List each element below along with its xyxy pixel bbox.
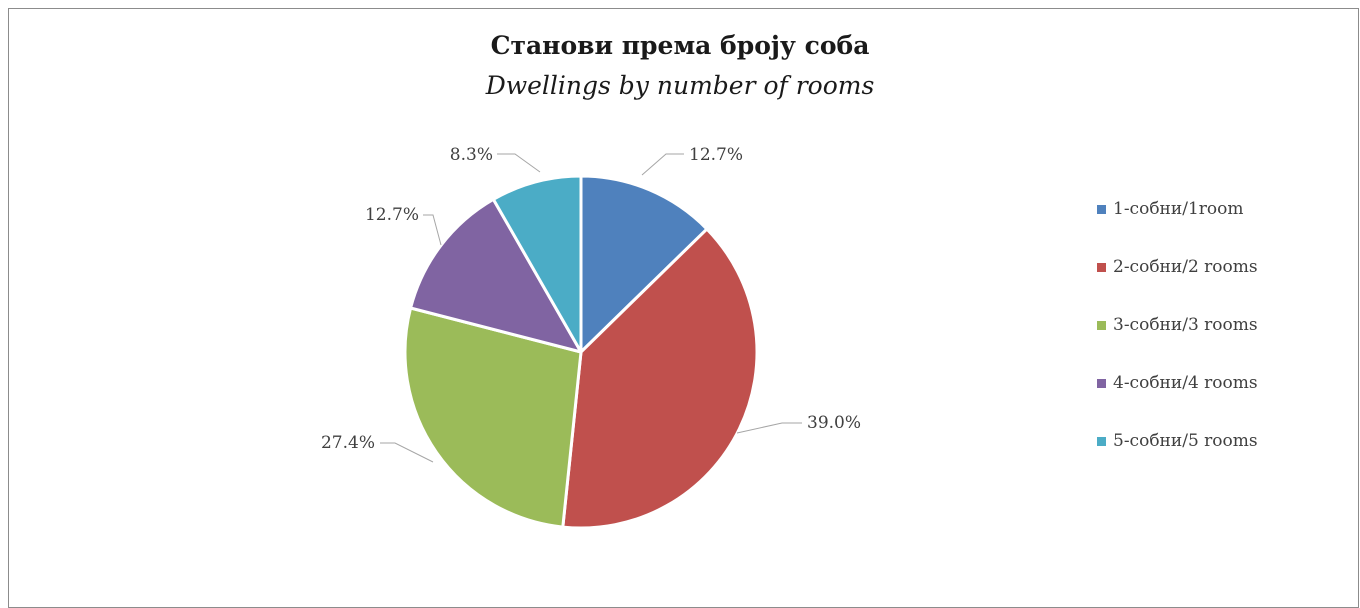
legend-label: 3-собни/3 rooms — [1113, 315, 1258, 335]
legend-swatch — [1097, 204, 1106, 214]
legend-label: 4-собни/4 rooms — [1113, 373, 1258, 393]
pie-slice-4 — [409, 197, 583, 354]
data-label-4: 12.7% — [365, 205, 419, 225]
legend-item-5-rooms: 5-собни/5 rooms — [1097, 412, 1258, 470]
pie-slice-2 — [561, 227, 759, 530]
leader-line-3 — [380, 442, 434, 463]
legend-label: 2-собни/2 rooms — [1113, 257, 1258, 277]
leader-line-4 — [423, 214, 442, 246]
data-label-1: 12.7% — [689, 145, 743, 165]
legend-swatch — [1097, 262, 1106, 272]
chart-subtitle: Dwellings by number of rooms — [485, 71, 875, 100]
data-label-5: 8.3% — [450, 145, 493, 165]
pie-slice-5 — [491, 174, 583, 354]
leader-lines — [380, 153, 802, 463]
legend-item-3-rooms: 3-собни/3 rooms — [1097, 296, 1258, 354]
legend-label: 1-собни/1room — [1113, 199, 1244, 219]
data-label-2: 39.0% — [807, 413, 861, 433]
chart-title: Станови према броју соба — [490, 31, 870, 60]
leader-line-2 — [736, 422, 802, 434]
legend-swatch — [1097, 320, 1106, 330]
legend-item-4-rooms: 4-собни/4 rooms — [1097, 354, 1258, 412]
data-label-3: 27.4% — [321, 433, 375, 453]
pie-slices — [403, 174, 759, 530]
legend: 1-собни/1room 2-собни/2 rooms 3-собни/3 … — [1097, 180, 1258, 470]
pie-slice-1 — [579, 174, 709, 354]
legend-swatch — [1097, 378, 1106, 388]
legend-item-2-rooms: 2-собни/2 rooms — [1097, 238, 1258, 296]
leader-line-1 — [641, 153, 684, 176]
legend-swatch — [1097, 436, 1106, 446]
data-labels: 12.7% 39.0% 27.4% 12.7% 8.3% — [321, 145, 861, 453]
legend-label: 5-собни/5 rooms — [1113, 431, 1258, 451]
legend-item-1-room: 1-собни/1room — [1097, 180, 1258, 238]
pie-slice-3 — [403, 306, 583, 529]
leader-line-5 — [497, 153, 541, 173]
